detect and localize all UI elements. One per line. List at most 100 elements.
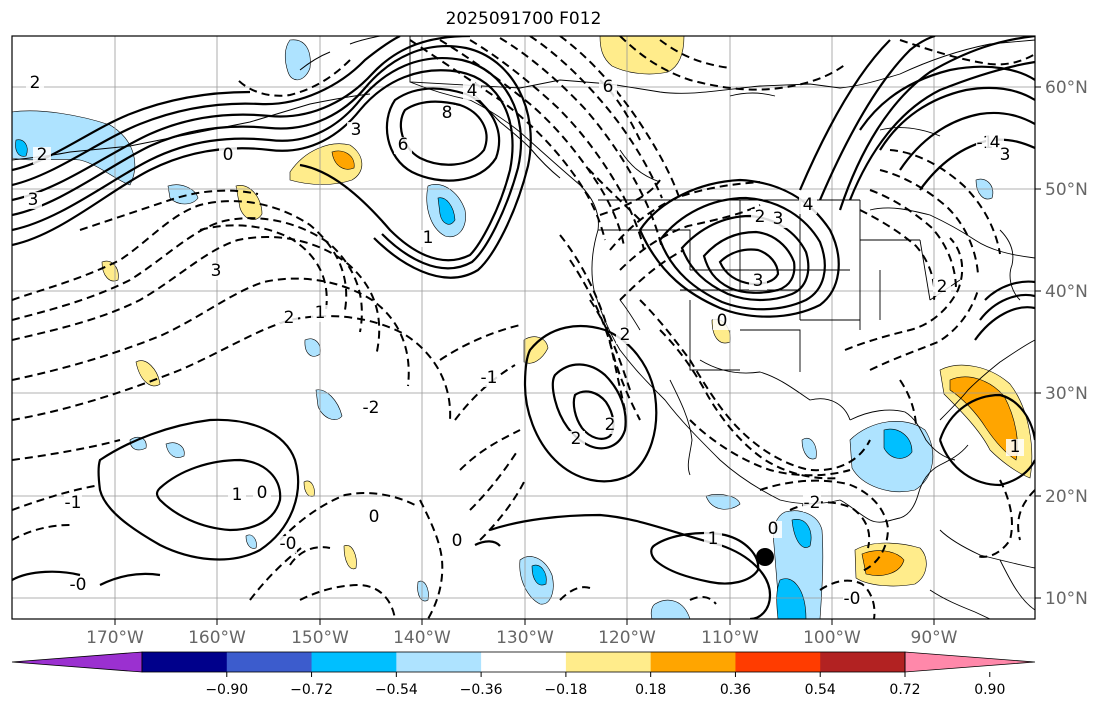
shade-neg-11b bbox=[883, 428, 913, 459]
contour-label-bg bbox=[803, 495, 821, 512]
contour-label: -0 bbox=[844, 589, 861, 609]
colorbar-segment bbox=[565, 652, 652, 672]
shade-neg-10b bbox=[791, 519, 812, 548]
contour-label: 2 bbox=[571, 429, 582, 449]
contour-label: -2 bbox=[363, 398, 380, 418]
contour-label-bg bbox=[219, 147, 237, 164]
map-title: 2025091700 F012 bbox=[445, 9, 602, 29]
contour-label-bg bbox=[33, 147, 51, 164]
contour-label: 3 bbox=[753, 271, 764, 291]
colorbar-tick-label: 0.36 bbox=[720, 682, 751, 698]
colorbar-segment bbox=[820, 652, 906, 672]
contour-label: 6 bbox=[603, 77, 614, 97]
shade-pos-6 bbox=[523, 336, 549, 364]
contour-label-bg bbox=[713, 313, 731, 330]
colorbar-tick-label: −0.90 bbox=[205, 682, 248, 698]
contour-label: 1 bbox=[708, 529, 719, 549]
lon-tick-label: 170°W bbox=[86, 628, 144, 648]
contour-label-bg bbox=[616, 327, 634, 344]
contour-label-bg bbox=[365, 509, 383, 526]
contour-label: 4 bbox=[467, 81, 478, 101]
contour-label-bg bbox=[64, 495, 82, 512]
contour-label: 2 bbox=[937, 277, 948, 297]
contour-label-bg bbox=[996, 147, 1014, 164]
contour-label: 2 bbox=[620, 325, 631, 345]
contour-label: 0 bbox=[768, 519, 779, 539]
map-frame bbox=[11, 35, 1036, 620]
contour-label-bg bbox=[751, 209, 769, 226]
latitude-axis: 60°N 50°N 40°N 30°N 20°N 10°N bbox=[1035, 78, 1088, 609]
colorbar-tick-label: 0.54 bbox=[805, 682, 836, 698]
contour-label: -0 bbox=[280, 534, 297, 554]
colorbar-tick-label: −0.72 bbox=[290, 682, 333, 698]
contour-label-bg bbox=[394, 137, 412, 154]
shade-neg-8 bbox=[165, 442, 185, 458]
contour-label-bg bbox=[463, 83, 481, 100]
colorbar-segment bbox=[650, 652, 736, 672]
contour-label-bg bbox=[253, 485, 271, 502]
shade-neg-9b bbox=[531, 564, 547, 586]
lat-tick-label: 50°N bbox=[1045, 180, 1088, 200]
shade-neg-10c bbox=[776, 578, 807, 619]
colorbar-segment bbox=[226, 652, 313, 672]
contour-label-bg bbox=[480, 370, 498, 387]
contour-label: 4 bbox=[803, 195, 814, 215]
contour-label-bg bbox=[347, 122, 365, 139]
contours-negative bbox=[12, 36, 1035, 619]
colorbar-max-arrow bbox=[904, 651, 1036, 673]
contour-label-bg bbox=[311, 305, 329, 322]
shade-neg-4b bbox=[437, 197, 456, 225]
colorbar-outline bbox=[141, 651, 906, 673]
lon-tick-label: 130°W bbox=[496, 628, 554, 648]
contour-label: -0 bbox=[70, 575, 87, 595]
shade-neg-12 bbox=[650, 599, 691, 619]
contour-label: 2 bbox=[284, 308, 295, 328]
lat-tick-label: 60°N bbox=[1045, 78, 1088, 98]
shade-pos-9b bbox=[861, 550, 905, 576]
contour-label-bg bbox=[279, 536, 297, 553]
shade-neg-17 bbox=[245, 534, 257, 549]
shade-neg-2 bbox=[284, 39, 311, 81]
contour-label-bg bbox=[24, 192, 42, 209]
contour-label-bg bbox=[207, 263, 225, 280]
contour-label: -1 bbox=[481, 368, 498, 388]
contour-label: 3 bbox=[773, 209, 784, 229]
contour-label: 6 bbox=[398, 135, 409, 155]
shade-neg-16 bbox=[417, 580, 429, 602]
contour-label: 2 bbox=[755, 207, 766, 227]
contour-label: 0 bbox=[452, 531, 463, 551]
contour-label-bg bbox=[228, 487, 246, 504]
contour-label-bg bbox=[419, 230, 437, 247]
colorbar-segment bbox=[396, 652, 482, 672]
contour-label-bg bbox=[567, 431, 585, 448]
contour-label-bg bbox=[601, 417, 619, 434]
contour-label-bg bbox=[438, 105, 456, 122]
contour-label-bg bbox=[448, 533, 466, 550]
location-marker bbox=[756, 548, 774, 566]
lat-tick-label: 30°N bbox=[1045, 384, 1088, 404]
contour-label-bg bbox=[26, 75, 44, 92]
lon-tick-label: 110°W bbox=[701, 628, 759, 648]
contour-label: 3 bbox=[211, 261, 222, 281]
colorbar: −0.90 −0.72 −0.54 −0.36 −0.18 0.18 0.36 0.54 0.7… bbox=[11, 651, 1036, 698]
contour-label-bg bbox=[769, 211, 787, 228]
contour-label: 1 bbox=[232, 485, 243, 505]
colorbar-tick-label: −0.18 bbox=[544, 682, 587, 698]
contours-positive bbox=[12, 36, 1035, 619]
lat-tick-label: 40°N bbox=[1045, 282, 1088, 302]
longitude-axis: 170°W 160°W 150°W 140°W 130°W 120°W 110°W 100°W… bbox=[86, 619, 958, 648]
lon-tick-label: 160°W bbox=[188, 628, 246, 648]
shade-neg-13 bbox=[705, 494, 741, 510]
contour-label-bg bbox=[362, 400, 380, 417]
lon-tick-label: 90°W bbox=[911, 628, 958, 648]
shade-neg-3 bbox=[167, 184, 199, 205]
coastlines bbox=[409, 36, 1035, 619]
colorbar-tick-label: −0.54 bbox=[375, 682, 418, 698]
contour-label-bg bbox=[764, 521, 782, 538]
lon-tick-label: 100°W bbox=[803, 628, 861, 648]
lon-tick-label: 150°W bbox=[291, 628, 349, 648]
lat-tick-label: 10°N bbox=[1045, 589, 1088, 609]
contour-label-bg bbox=[704, 531, 722, 548]
contour-label: 0 bbox=[369, 507, 380, 527]
